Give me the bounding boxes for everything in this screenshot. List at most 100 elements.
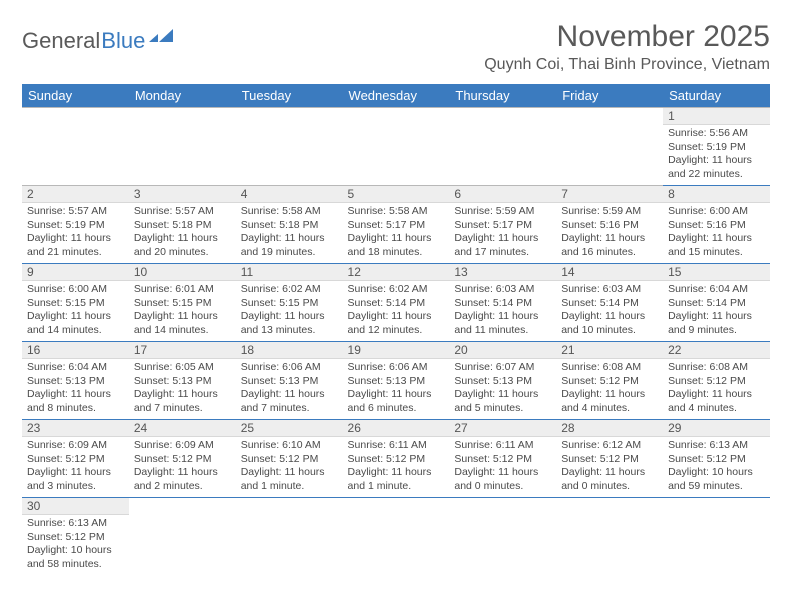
calendar-day-cell: 21Sunrise: 6:08 AMSunset: 5:12 PMDayligh… <box>556 342 663 420</box>
day-info: Sunrise: 6:01 AMSunset: 5:15 PMDaylight:… <box>129 281 236 341</box>
title-month: November 2025 <box>484 20 770 54</box>
calendar-empty-cell <box>449 498 556 576</box>
calendar-empty-cell <box>129 498 236 576</box>
calendar-day-cell: 7Sunrise: 5:59 AMSunset: 5:16 PMDaylight… <box>556 186 663 264</box>
day-number: 3 <box>129 186 236 203</box>
day-number: 6 <box>449 186 556 203</box>
calendar-body: 1Sunrise: 5:56 AMSunset: 5:19 PMDaylight… <box>22 108 770 576</box>
day-info: Sunrise: 6:06 AMSunset: 5:13 PMDaylight:… <box>236 359 343 419</box>
calendar-row: 2Sunrise: 5:57 AMSunset: 5:19 PMDaylight… <box>22 186 770 264</box>
day-info: Sunrise: 6:11 AMSunset: 5:12 PMDaylight:… <box>449 437 556 497</box>
logo-text-general: General <box>22 28 100 54</box>
calendar-day-cell: 10Sunrise: 6:01 AMSunset: 5:15 PMDayligh… <box>129 264 236 342</box>
calendar-day-cell: 14Sunrise: 6:03 AMSunset: 5:14 PMDayligh… <box>556 264 663 342</box>
calendar-empty-cell <box>236 108 343 186</box>
day-info: Sunrise: 6:08 AMSunset: 5:12 PMDaylight:… <box>556 359 663 419</box>
calendar-day-cell: 8Sunrise: 6:00 AMSunset: 5:16 PMDaylight… <box>663 186 770 264</box>
day-info: Sunrise: 5:59 AMSunset: 5:17 PMDaylight:… <box>449 203 556 263</box>
calendar-empty-cell <box>129 108 236 186</box>
calendar-day-cell: 1Sunrise: 5:56 AMSunset: 5:19 PMDaylight… <box>663 108 770 186</box>
header: GeneralBlue November 2025 Quynh Coi, Tha… <box>22 20 770 74</box>
calendar-row: 30Sunrise: 6:13 AMSunset: 5:12 PMDayligh… <box>22 498 770 576</box>
calendar-day-cell: 20Sunrise: 6:07 AMSunset: 5:13 PMDayligh… <box>449 342 556 420</box>
calendar-day-cell: 11Sunrise: 6:02 AMSunset: 5:15 PMDayligh… <box>236 264 343 342</box>
day-number: 8 <box>663 186 770 203</box>
day-number: 23 <box>22 420 129 437</box>
calendar-day-cell: 22Sunrise: 6:08 AMSunset: 5:12 PMDayligh… <box>663 342 770 420</box>
calendar-day-cell: 6Sunrise: 5:59 AMSunset: 5:17 PMDaylight… <box>449 186 556 264</box>
day-number: 11 <box>236 264 343 281</box>
day-info: Sunrise: 6:02 AMSunset: 5:14 PMDaylight:… <box>343 281 450 341</box>
weekday-header: Sunday <box>22 84 129 108</box>
day-info: Sunrise: 5:56 AMSunset: 5:19 PMDaylight:… <box>663 125 770 185</box>
calendar-day-cell: 2Sunrise: 5:57 AMSunset: 5:19 PMDaylight… <box>22 186 129 264</box>
day-info: Sunrise: 6:03 AMSunset: 5:14 PMDaylight:… <box>556 281 663 341</box>
day-info: Sunrise: 6:09 AMSunset: 5:12 PMDaylight:… <box>22 437 129 497</box>
title-location: Quynh Coi, Thai Binh Province, Vietnam <box>484 56 770 74</box>
day-info: Sunrise: 6:10 AMSunset: 5:12 PMDaylight:… <box>236 437 343 497</box>
day-number: 27 <box>449 420 556 437</box>
day-number: 9 <box>22 264 129 281</box>
weekday-header: Thursday <box>449 84 556 108</box>
day-info: Sunrise: 6:11 AMSunset: 5:12 PMDaylight:… <box>343 437 450 497</box>
calendar-day-cell: 28Sunrise: 6:12 AMSunset: 5:12 PMDayligh… <box>556 420 663 498</box>
day-number: 30 <box>22 498 129 515</box>
day-number: 12 <box>343 264 450 281</box>
calendar-day-cell: 9Sunrise: 6:00 AMSunset: 5:15 PMDaylight… <box>22 264 129 342</box>
weekday-header: Wednesday <box>343 84 450 108</box>
day-number: 29 <box>663 420 770 437</box>
day-number: 1 <box>663 108 770 125</box>
calendar-day-cell: 30Sunrise: 6:13 AMSunset: 5:12 PMDayligh… <box>22 498 129 576</box>
calendar-day-cell: 12Sunrise: 6:02 AMSunset: 5:14 PMDayligh… <box>343 264 450 342</box>
day-number: 7 <box>556 186 663 203</box>
day-info: Sunrise: 6:06 AMSunset: 5:13 PMDaylight:… <box>343 359 450 419</box>
calendar-row: 16Sunrise: 6:04 AMSunset: 5:13 PMDayligh… <box>22 342 770 420</box>
day-info: Sunrise: 6:02 AMSunset: 5:15 PMDaylight:… <box>236 281 343 341</box>
calendar-day-cell: 5Sunrise: 5:58 AMSunset: 5:17 PMDaylight… <box>343 186 450 264</box>
calendar-day-cell: 29Sunrise: 6:13 AMSunset: 5:12 PMDayligh… <box>663 420 770 498</box>
calendar-day-cell: 26Sunrise: 6:11 AMSunset: 5:12 PMDayligh… <box>343 420 450 498</box>
calendar-day-cell: 16Sunrise: 6:04 AMSunset: 5:13 PMDayligh… <box>22 342 129 420</box>
day-info: Sunrise: 5:57 AMSunset: 5:18 PMDaylight:… <box>129 203 236 263</box>
day-number: 20 <box>449 342 556 359</box>
calendar-day-cell: 4Sunrise: 5:58 AMSunset: 5:18 PMDaylight… <box>236 186 343 264</box>
calendar-empty-cell <box>236 498 343 576</box>
day-number: 4 <box>236 186 343 203</box>
calendar-row: 23Sunrise: 6:09 AMSunset: 5:12 PMDayligh… <box>22 420 770 498</box>
day-info: Sunrise: 6:00 AMSunset: 5:15 PMDaylight:… <box>22 281 129 341</box>
day-info: Sunrise: 6:12 AMSunset: 5:12 PMDaylight:… <box>556 437 663 497</box>
calendar-row: 1Sunrise: 5:56 AMSunset: 5:19 PMDaylight… <box>22 108 770 186</box>
calendar-day-cell: 27Sunrise: 6:11 AMSunset: 5:12 PMDayligh… <box>449 420 556 498</box>
calendar-day-cell: 24Sunrise: 6:09 AMSunset: 5:12 PMDayligh… <box>129 420 236 498</box>
day-number: 17 <box>129 342 236 359</box>
day-number: 13 <box>449 264 556 281</box>
day-info: Sunrise: 5:59 AMSunset: 5:16 PMDaylight:… <box>556 203 663 263</box>
weekday-header: Tuesday <box>236 84 343 108</box>
logo: GeneralBlue <box>22 20 175 54</box>
day-number: 28 <box>556 420 663 437</box>
day-info: Sunrise: 6:04 AMSunset: 5:13 PMDaylight:… <box>22 359 129 419</box>
weekday-header: Monday <box>129 84 236 108</box>
day-number: 5 <box>343 186 450 203</box>
day-number: 25 <box>236 420 343 437</box>
calendar-day-cell: 13Sunrise: 6:03 AMSunset: 5:14 PMDayligh… <box>449 264 556 342</box>
logo-flag-icon <box>149 29 175 47</box>
day-number: 21 <box>556 342 663 359</box>
calendar-day-cell: 19Sunrise: 6:06 AMSunset: 5:13 PMDayligh… <box>343 342 450 420</box>
calendar-empty-cell <box>343 108 450 186</box>
calendar-day-cell: 15Sunrise: 6:04 AMSunset: 5:14 PMDayligh… <box>663 264 770 342</box>
day-number: 10 <box>129 264 236 281</box>
calendar-row: 9Sunrise: 6:00 AMSunset: 5:15 PMDaylight… <box>22 264 770 342</box>
day-info: Sunrise: 6:13 AMSunset: 5:12 PMDaylight:… <box>22 515 129 575</box>
day-info: Sunrise: 6:00 AMSunset: 5:16 PMDaylight:… <box>663 203 770 263</box>
day-number: 22 <box>663 342 770 359</box>
day-info: Sunrise: 6:09 AMSunset: 5:12 PMDaylight:… <box>129 437 236 497</box>
day-number: 14 <box>556 264 663 281</box>
calendar-empty-cell <box>663 498 770 576</box>
day-info: Sunrise: 6:07 AMSunset: 5:13 PMDaylight:… <box>449 359 556 419</box>
day-info: Sunrise: 6:13 AMSunset: 5:12 PMDaylight:… <box>663 437 770 497</box>
calendar-empty-cell <box>556 498 663 576</box>
weekday-header: Friday <box>556 84 663 108</box>
day-number: 15 <box>663 264 770 281</box>
day-number: 26 <box>343 420 450 437</box>
